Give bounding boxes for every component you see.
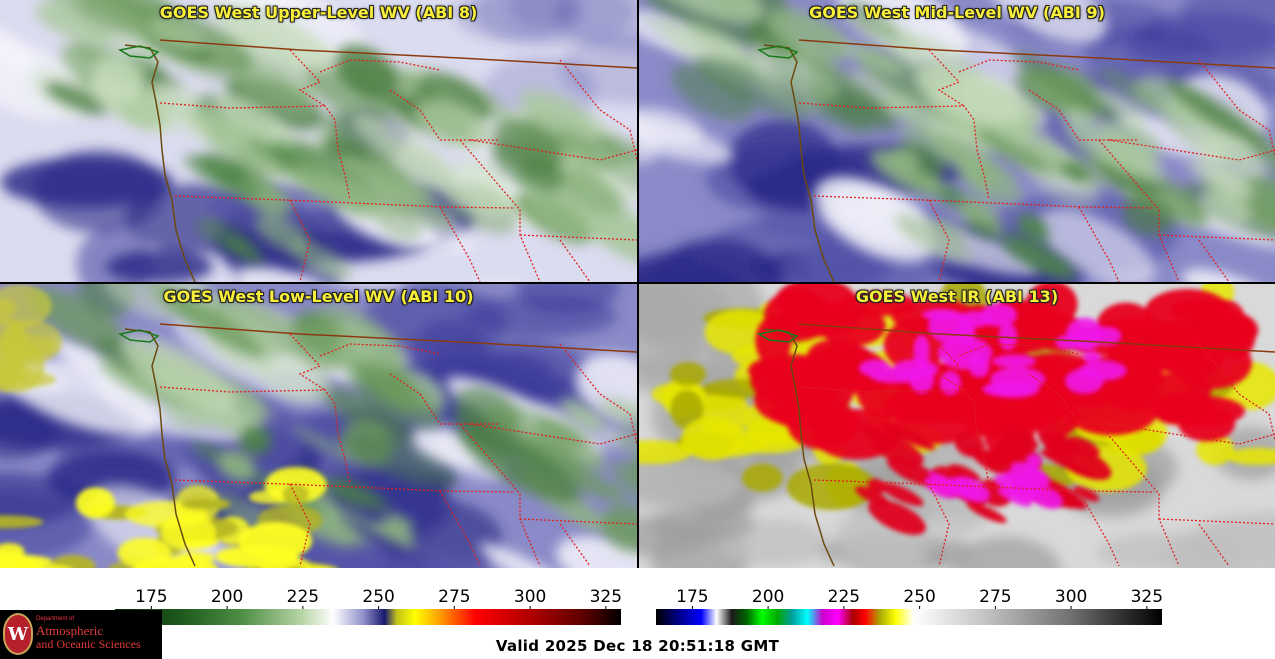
state-border bbox=[469, 139, 637, 161]
state-border bbox=[928, 483, 950, 567]
moisture-band bbox=[30, 0, 637, 281]
geography-overlay bbox=[117, 39, 637, 282]
state-border bbox=[1198, 523, 1230, 567]
state-border bbox=[1108, 139, 1275, 161]
state-border bbox=[928, 49, 965, 107]
panel-divider bbox=[637, 0, 639, 568]
country-border bbox=[798, 39, 1275, 69]
state-border bbox=[389, 89, 500, 141]
state-border bbox=[813, 195, 1155, 209]
colorbar-tick-label: 300 bbox=[1055, 587, 1087, 607]
state-border bbox=[559, 59, 637, 161]
state-border bbox=[559, 239, 591, 282]
country-border bbox=[798, 323, 1275, 353]
state-border bbox=[1028, 89, 1139, 141]
state-border bbox=[1198, 343, 1275, 443]
state-border bbox=[519, 518, 637, 525]
colorbar-tick-label: 250 bbox=[903, 587, 935, 607]
state-border bbox=[958, 343, 1080, 357]
coastline bbox=[124, 44, 196, 282]
map-low-level-wv bbox=[0, 284, 637, 568]
uw-seal-icon: W bbox=[3, 613, 33, 655]
colorbar-tick-label: 200 bbox=[211, 587, 243, 607]
wv-colorbar: 175 200 225 250 275 300 325 bbox=[115, 577, 622, 631]
country-border bbox=[159, 39, 637, 69]
puget-sound bbox=[117, 45, 160, 59]
state-border bbox=[1028, 373, 1139, 425]
coastline bbox=[763, 44, 835, 282]
state-border bbox=[813, 479, 1155, 493]
state-border bbox=[928, 333, 965, 391]
colorbar-tick-label: 225 bbox=[828, 587, 860, 607]
state-border bbox=[319, 343, 441, 357]
state-border bbox=[928, 199, 950, 282]
colorbar-tick-label: 300 bbox=[514, 587, 546, 607]
state-border bbox=[1158, 234, 1275, 241]
state-border bbox=[459, 139, 541, 282]
state-border bbox=[559, 523, 591, 567]
state-border bbox=[459, 423, 541, 567]
country-border bbox=[159, 323, 637, 353]
state-border bbox=[289, 49, 326, 107]
state-border bbox=[289, 483, 311, 567]
state-border bbox=[289, 333, 326, 391]
map-ir bbox=[639, 284, 1275, 568]
colorbar-tick-label: 325 bbox=[590, 587, 621, 607]
colorbar-tick-label: 225 bbox=[287, 587, 319, 607]
panel-low-level-wv: GOES West Low-Level WV (ABI 10) bbox=[0, 284, 637, 568]
geography-overlay bbox=[117, 323, 637, 567]
valid-time: Valid 2025 Dec 18 20:51:18 GMT bbox=[495, 637, 780, 655]
geography-overlay bbox=[756, 39, 1275, 282]
state-border bbox=[439, 490, 481, 567]
warm-surface-region bbox=[0, 284, 337, 568]
state-border bbox=[174, 479, 516, 493]
state-border bbox=[319, 59, 441, 73]
state-border bbox=[389, 373, 500, 425]
panel-mid-level-wv: GOES West Mid-Level WV (ABI 9) bbox=[639, 0, 1275, 282]
state-border bbox=[1108, 423, 1275, 445]
colorbar-tick-label: 325 bbox=[1131, 587, 1162, 607]
aos-logo: W Department of Atmospheric and Oceanic … bbox=[0, 610, 162, 659]
puget-sound bbox=[756, 329, 799, 343]
panel-upper-level-wv: GOES West Upper-Level WV (ABI 8) bbox=[0, 0, 637, 282]
state-border bbox=[559, 343, 637, 445]
ir-colorbar: 175 200 225 250 275 300 325 bbox=[656, 577, 1163, 631]
panel-divider bbox=[0, 282, 1275, 284]
logo-department: Department of bbox=[36, 616, 75, 622]
state-border bbox=[519, 234, 637, 241]
state-border bbox=[1078, 206, 1120, 282]
state-border bbox=[174, 195, 516, 209]
state-border bbox=[958, 59, 1080, 73]
state-border bbox=[289, 199, 311, 282]
logo-atmospheric: Atmospheric bbox=[36, 623, 104, 638]
state-border bbox=[469, 423, 637, 445]
state-border bbox=[1198, 59, 1275, 159]
colorbar-gradient bbox=[656, 609, 1162, 625]
state-border bbox=[1098, 139, 1180, 282]
coastline bbox=[124, 328, 196, 567]
state-border bbox=[1098, 423, 1180, 567]
colorbar-tick-label: 275 bbox=[979, 587, 1011, 607]
state-border bbox=[1158, 518, 1275, 525]
colorbar-tick-label: 250 bbox=[362, 587, 394, 607]
colorbar-gradient bbox=[115, 609, 621, 625]
panel-ir: GOES West IR (ABI 13) bbox=[639, 284, 1275, 568]
geography-overlay bbox=[756, 323, 1275, 567]
state-border bbox=[439, 206, 481, 282]
map-upper-level-wv bbox=[0, 0, 637, 282]
puget-sound bbox=[117, 329, 160, 343]
logo-oceanic: and Oceanic Sciences bbox=[36, 637, 141, 651]
colorbar-tick-label: 175 bbox=[135, 587, 167, 607]
coastline bbox=[763, 328, 835, 567]
colorbar-tick-label: 175 bbox=[676, 587, 708, 607]
colorbar-tick-label: 275 bbox=[438, 587, 470, 607]
state-border bbox=[1198, 239, 1230, 282]
moisture-band bbox=[28, 284, 637, 553]
moisture-band bbox=[639, 0, 1275, 281]
map-mid-level-wv bbox=[639, 0, 1275, 282]
colorbar-tick-label: 200 bbox=[752, 587, 784, 607]
state-border bbox=[1078, 490, 1120, 567]
puget-sound bbox=[756, 45, 799, 59]
